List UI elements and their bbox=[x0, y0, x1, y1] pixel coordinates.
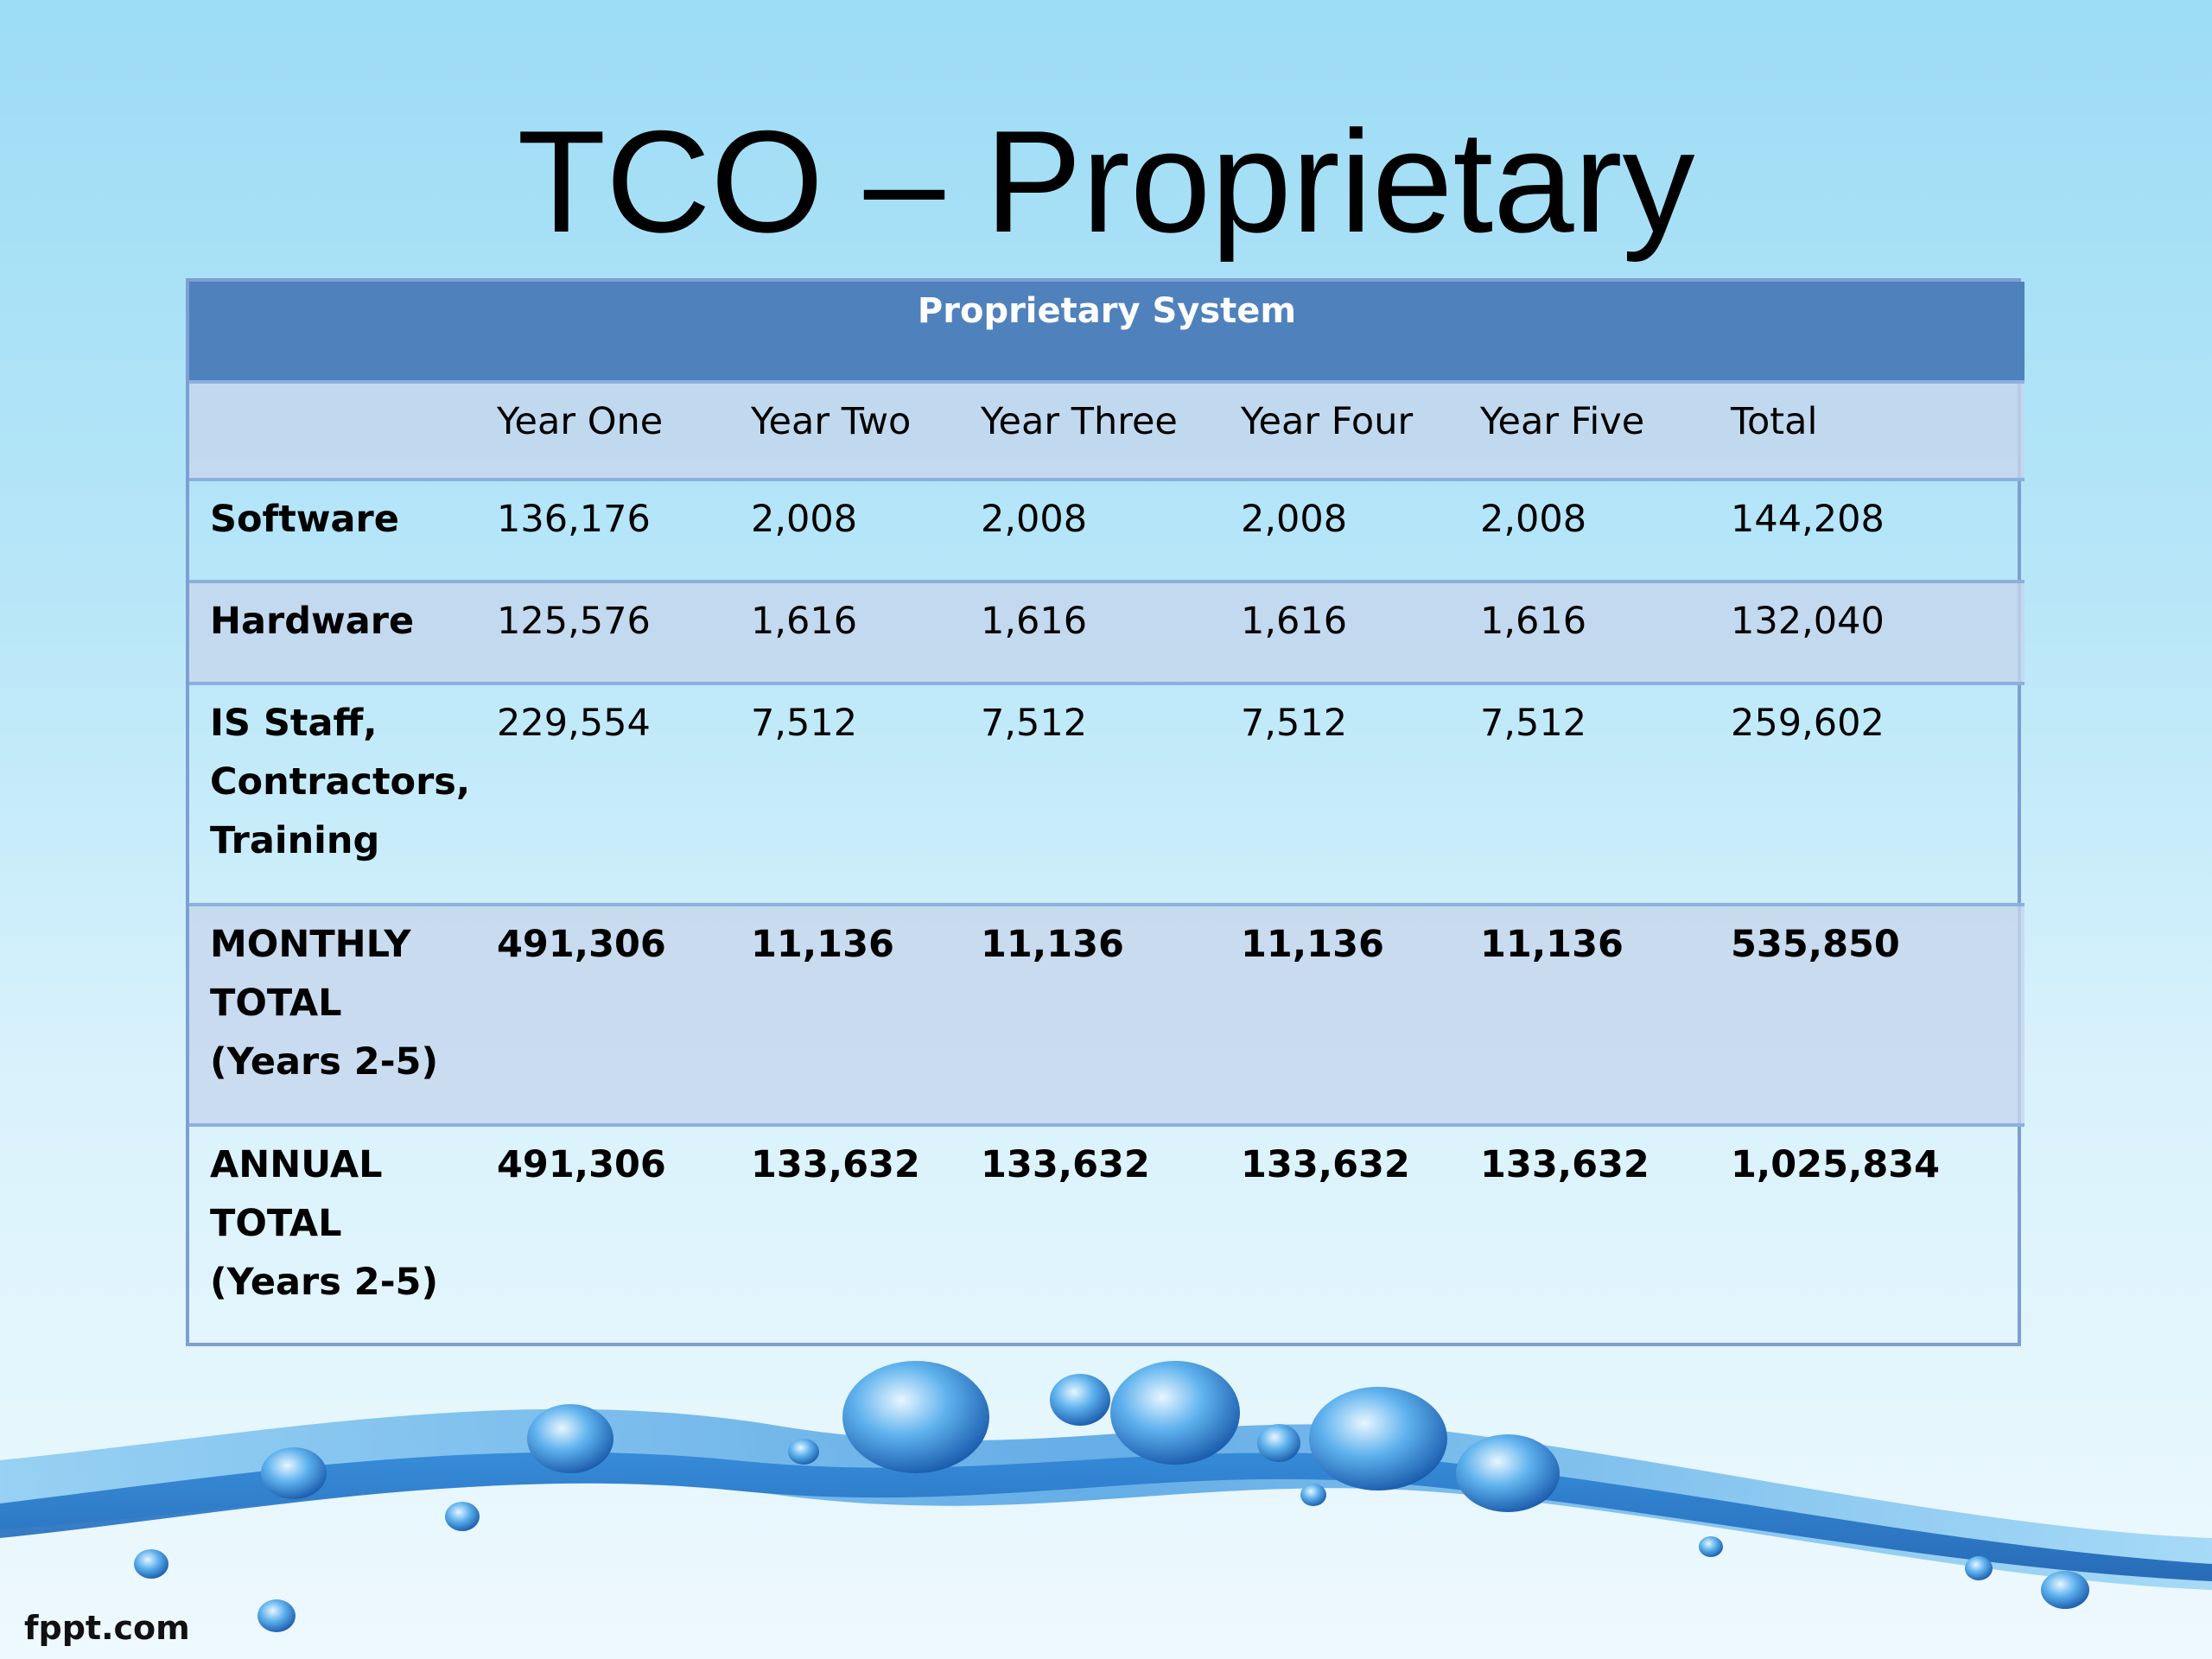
table-cell: 1,616 bbox=[1480, 600, 1587, 644]
column-header: Year Five bbox=[1480, 399, 1645, 443]
table-row: Software 136,176 2,008 2,008 2,008 2,008… bbox=[189, 480, 2025, 582]
table-cell: 535,850 bbox=[1731, 922, 1900, 966]
table-cell: 11,136 bbox=[1480, 922, 1624, 966]
column-header: Year One bbox=[497, 399, 664, 443]
table-cell: 2,008 bbox=[1480, 498, 1587, 542]
table-cell: 11,136 bbox=[751, 922, 894, 966]
row-label-line: (Years 2-5) bbox=[210, 1261, 439, 1305]
row-label-line: (Years 2-5) bbox=[210, 1039, 439, 1084]
table-row: MONTHLY TOTAL (Years 2-5) 491,306 11,136… bbox=[189, 904, 2025, 1126]
column-header: Year Four bbox=[1241, 399, 1414, 443]
table-cell: 7,512 bbox=[751, 702, 858, 746]
column-header: Total bbox=[1731, 399, 1818, 443]
row-label: IS Staff, Contractors, Training bbox=[189, 683, 473, 905]
table-cell: 259,602 bbox=[1731, 702, 1885, 746]
table-cell: 1,616 bbox=[751, 600, 858, 644]
slide-title: TCO – Proprietary bbox=[517, 100, 1695, 263]
table-cell: 491,306 bbox=[497, 922, 666, 966]
table-cell: 2,008 bbox=[981, 498, 1088, 542]
row-label-line: IS Staff, bbox=[210, 702, 378, 746]
table-cell: 144,208 bbox=[1731, 498, 1885, 542]
table-cell: 491,306 bbox=[497, 1143, 666, 1187]
row-label-line: Contractors, bbox=[210, 760, 471, 804]
column-header-empty bbox=[189, 382, 473, 480]
column-header: Year Two bbox=[751, 399, 912, 443]
table-cell: 7,512 bbox=[981, 702, 1088, 746]
column-header-row: Year One Year Two Year Three Year Four Y… bbox=[189, 381, 2025, 480]
table-cell: 1,025,834 bbox=[1731, 1143, 1941, 1187]
row-label-line: TOTAL bbox=[210, 981, 342, 1025]
table-cell: 136,176 bbox=[497, 498, 651, 542]
row-label: Software bbox=[210, 498, 399, 542]
table-cell: 7,512 bbox=[1241, 702, 1348, 746]
water-wave-decoration bbox=[0, 1361, 2212, 1632]
table-cell: 2,008 bbox=[1241, 498, 1348, 542]
table-caption-row: Proprietary System bbox=[189, 282, 2025, 382]
table-cell: 11,136 bbox=[981, 922, 1124, 966]
tco-table: Proprietary System Year One Year Two Yea… bbox=[186, 278, 2025, 1346]
table-row: Hardware 125,576 1,616 1,616 1,616 1,616… bbox=[189, 582, 2025, 684]
row-label-line: MONTHLY bbox=[210, 922, 411, 966]
table-cell: 7,512 bbox=[1480, 702, 1587, 746]
table-row: ANNUAL TOTAL (Years 2-5) 491,306 133,632… bbox=[189, 1125, 2025, 1343]
column-header: Year Three bbox=[981, 399, 1178, 443]
table-cell: 133,632 bbox=[981, 1143, 1150, 1187]
table-caption: Proprietary System bbox=[189, 282, 2025, 382]
row-label: Hardware bbox=[210, 600, 415, 644]
row-label-line: Training bbox=[210, 819, 380, 863]
row-label: ANNUAL TOTAL (Years 2-5) bbox=[189, 1125, 473, 1343]
table-cell: 1,616 bbox=[981, 600, 1088, 644]
table-cell: 133,632 bbox=[1241, 1143, 1410, 1187]
table-cell: 133,632 bbox=[1480, 1143, 1649, 1187]
table-cell: 229,554 bbox=[497, 702, 651, 746]
table-cell: 133,632 bbox=[751, 1143, 920, 1187]
table-row: IS Staff, Contractors, Training 229,554 … bbox=[189, 683, 2025, 905]
footer-credit: fppt.com bbox=[24, 1609, 190, 1647]
table-cell: 2,008 bbox=[751, 498, 858, 542]
row-label-line: TOTAL bbox=[210, 1202, 342, 1246]
table-cell: 1,616 bbox=[1241, 600, 1348, 644]
table-cell: 11,136 bbox=[1241, 922, 1384, 966]
row-label: MONTHLY TOTAL (Years 2-5) bbox=[189, 905, 473, 1126]
table-cell: 132,040 bbox=[1731, 600, 1885, 644]
row-label-line: ANNUAL bbox=[210, 1143, 383, 1187]
tco-table-grid: Proprietary System Year One Year Two Yea… bbox=[189, 282, 2025, 1343]
table-cell: 125,576 bbox=[497, 600, 651, 644]
